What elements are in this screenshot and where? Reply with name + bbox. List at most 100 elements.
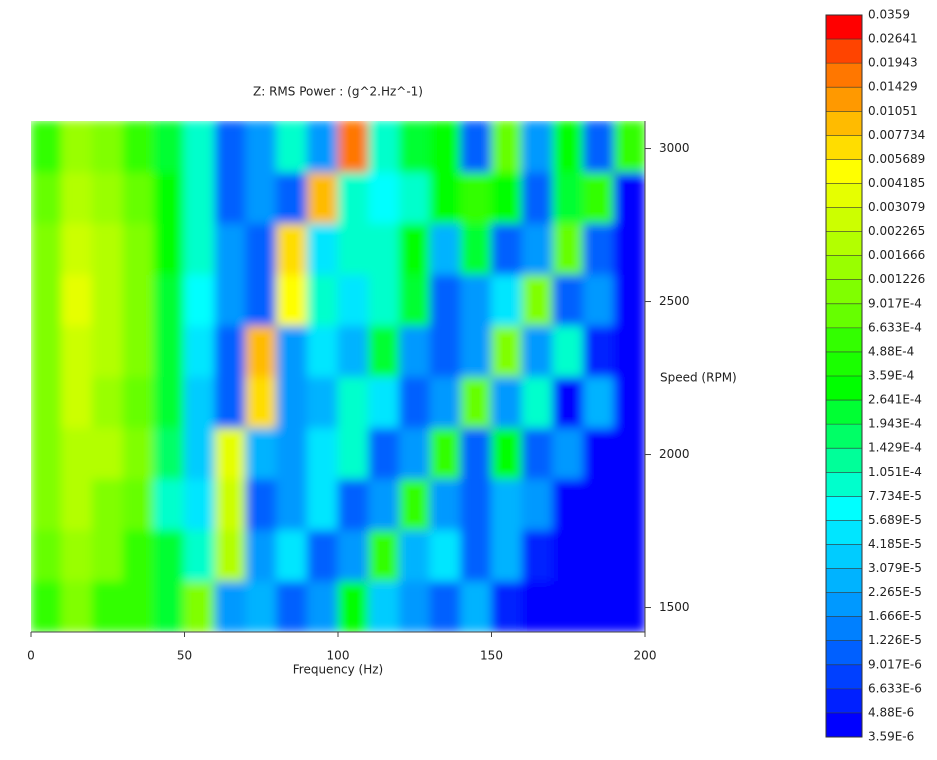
heat-cell <box>61 376 93 429</box>
heat-cell <box>398 427 431 480</box>
heat-cell <box>552 427 585 480</box>
heat-cell <box>184 529 216 582</box>
colorbar-tick-label: 1.943E-4 <box>868 417 922 431</box>
colorbar-tick-label: 1.666E-5 <box>868 609 922 623</box>
colorbar-tick-label: 0.003079 <box>868 200 925 214</box>
colorbar-band <box>826 496 862 521</box>
heat-cell <box>184 222 216 275</box>
heat-cell <box>306 324 339 377</box>
heat-cell <box>122 376 155 429</box>
heat-cell <box>368 376 400 429</box>
heat-cell <box>184 171 216 224</box>
heat-cell <box>521 376 554 429</box>
y-axis-label: Speed (RPM) <box>660 371 737 385</box>
heat-cell <box>31 580 63 632</box>
heat-cell <box>31 376 63 429</box>
heat-cell <box>214 121 247 173</box>
heat-cell <box>368 324 400 377</box>
colorbar-tick-label: 1.429E-4 <box>868 441 922 455</box>
heat-cell <box>214 171 247 224</box>
heat-cell <box>31 222 63 275</box>
heat-cell <box>153 427 185 480</box>
heat-cell <box>552 580 585 632</box>
heat-cell <box>398 580 431 632</box>
heatmap-cells <box>31 121 645 632</box>
x-tick-label: 150 <box>480 649 503 663</box>
heat-cell <box>337 529 370 582</box>
heat-cell <box>91 478 124 531</box>
colorbar-tick-label: 5.689E-5 <box>868 513 922 527</box>
heat-cell <box>153 478 185 531</box>
colorbar-band <box>826 87 862 112</box>
heat-cell <box>491 376 523 429</box>
heat-cell <box>214 222 247 275</box>
heat-cell <box>306 171 339 224</box>
heat-cell <box>460 273 492 326</box>
heat-cell <box>276 427 308 480</box>
colorbar-tick-label: 4.88E-4 <box>868 344 914 358</box>
heat-cell <box>613 580 645 632</box>
heat-cell <box>61 529 93 582</box>
heat-cell <box>613 376 645 429</box>
colorbar-tick-label: 2.641E-4 <box>868 393 922 407</box>
colorbar-band <box>826 448 862 473</box>
heat-cell <box>552 171 585 224</box>
colorbar-tick-label: 0.02641 <box>868 32 918 46</box>
colorbar-band <box>826 39 862 64</box>
heat-cell <box>460 222 492 275</box>
colorbar-band <box>826 664 862 689</box>
heat-cell <box>91 222 124 275</box>
heat-cell <box>429 171 462 224</box>
heat-cell <box>460 580 492 632</box>
heat-cell <box>153 376 185 429</box>
colorbar-tick-label: 3.59E-4 <box>868 369 914 383</box>
colorbar-band <box>826 207 862 232</box>
heat-cell <box>521 121 554 173</box>
heat-cell <box>91 121 124 173</box>
colorbar-band <box>826 111 862 136</box>
heat-cell <box>306 222 339 275</box>
colorbar-band <box>826 135 862 160</box>
heat-cell <box>429 580 462 632</box>
heat-cell <box>276 222 308 275</box>
heat-cell <box>245 427 278 480</box>
heat-cell <box>245 376 278 429</box>
heat-cell <box>460 121 492 173</box>
heat-cell <box>61 427 93 480</box>
heat-cell <box>306 478 339 531</box>
heat-cell <box>91 376 124 429</box>
heat-cell <box>583 121 615 173</box>
heat-cell <box>337 273 370 326</box>
heat-cell <box>214 324 247 377</box>
heat-cell <box>368 478 400 531</box>
heat-cell <box>613 324 645 377</box>
colorbar-band <box>826 231 862 256</box>
heat-cell <box>122 121 155 173</box>
colorbar-tick-label: 3.59E-6 <box>868 730 914 744</box>
heat-cell <box>214 376 247 429</box>
heat-cell <box>61 222 93 275</box>
heat-cell <box>214 580 247 632</box>
x-tick-label: 100 <box>327 649 350 663</box>
heat-cell <box>276 580 308 632</box>
heat-cell <box>491 273 523 326</box>
heat-cell <box>31 121 63 173</box>
heat-cell <box>337 427 370 480</box>
heat-cell <box>460 529 492 582</box>
heat-cell <box>276 324 308 377</box>
heat-cell <box>122 580 155 632</box>
colorbar-tick-label: 6.633E-4 <box>868 320 922 334</box>
colorbar-tick-label: 7.734E-5 <box>868 489 922 503</box>
heat-cell <box>552 376 585 429</box>
heat-cell <box>521 273 554 326</box>
heat-cell <box>460 171 492 224</box>
colorbar-band <box>826 376 862 401</box>
heat-cell <box>306 580 339 632</box>
heat-cell <box>337 478 370 531</box>
heat-cell <box>583 222 615 275</box>
y-tick-label: 1500 <box>659 600 690 614</box>
heat-cell <box>398 121 431 173</box>
heat-cell <box>245 478 278 531</box>
heat-cell <box>583 171 615 224</box>
